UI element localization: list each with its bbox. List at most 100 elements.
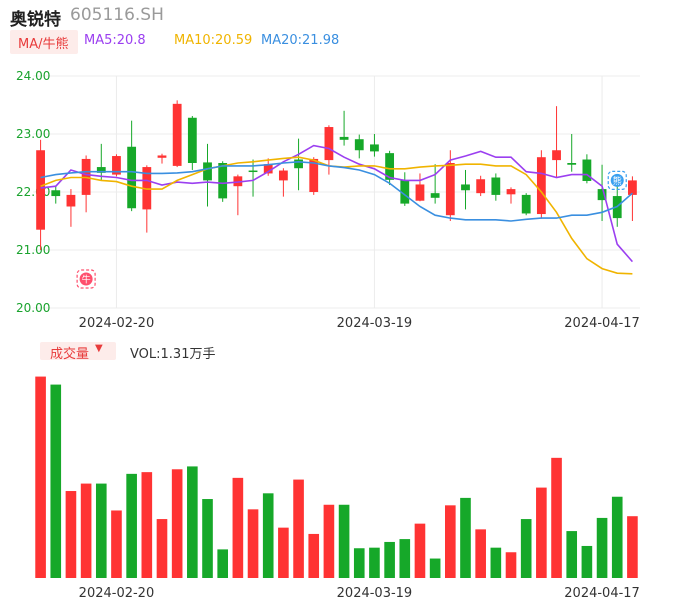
candle-body xyxy=(309,158,319,192)
candle-body xyxy=(36,150,45,230)
volume-bar xyxy=(551,457,562,578)
volume-bar xyxy=(460,497,471,578)
x-tick-label: 2024-03-19 xyxy=(337,586,413,601)
candle-body xyxy=(354,139,364,151)
candle-body xyxy=(506,189,516,195)
y-tick-label: 21.00 xyxy=(16,243,50,257)
volume-bar xyxy=(384,541,395,578)
x-tick-label: 2024-03-19 xyxy=(337,316,413,331)
volume-bar xyxy=(217,549,228,578)
candle-body xyxy=(278,170,288,181)
candle-body xyxy=(96,167,106,173)
volume-bar xyxy=(338,504,350,578)
volume-bar xyxy=(369,547,380,578)
candle-body xyxy=(536,157,546,215)
candle-body xyxy=(567,163,577,165)
candle-body xyxy=(142,167,152,210)
ma20-legend: MA20:21.98 xyxy=(261,33,340,48)
volume-bar xyxy=(141,472,153,578)
marker-frame xyxy=(76,269,96,289)
volume-bar xyxy=(232,477,244,578)
y-tick-label: 23.00 xyxy=(16,127,50,141)
volume-bar xyxy=(293,479,304,578)
candle-body xyxy=(552,150,561,161)
ma5-legend: MA5:20.8 xyxy=(84,33,146,48)
volume-bar xyxy=(414,523,426,578)
volume-bar xyxy=(308,533,320,578)
candle-body xyxy=(370,144,379,152)
volume-bar xyxy=(202,499,213,578)
ma-selector-label[interactable]: MA/牛熊 xyxy=(18,37,69,52)
candle-body xyxy=(339,136,349,140)
volume-bar xyxy=(581,545,593,578)
volume-selector-label[interactable]: 成交量 xyxy=(50,347,90,362)
volume-bar xyxy=(429,558,441,578)
volume-bar xyxy=(35,376,46,578)
candle-body xyxy=(582,159,592,181)
candle-body xyxy=(248,170,258,173)
candle-body xyxy=(430,193,440,198)
stock-code: 605116.SH xyxy=(70,5,164,25)
volume-bar xyxy=(611,496,623,578)
candle-body xyxy=(476,179,486,194)
candle-body xyxy=(521,194,531,214)
x-tick-label: 2024-02-20 xyxy=(79,586,155,601)
volume-bar xyxy=(505,552,517,578)
volume-bar xyxy=(65,491,77,578)
candle-body xyxy=(66,194,76,207)
volume-bar xyxy=(627,516,638,578)
volume-bar xyxy=(399,539,411,578)
volume-bar xyxy=(262,493,274,578)
marker-dot xyxy=(79,272,93,286)
candle-body xyxy=(172,103,182,166)
volume-bar xyxy=(596,517,608,578)
candle-body xyxy=(400,180,410,204)
volume-bar xyxy=(80,483,92,578)
candle-body xyxy=(127,146,137,209)
volume-bar xyxy=(475,529,486,578)
candle-body xyxy=(187,117,197,163)
candle-body xyxy=(491,177,501,195)
candle-body xyxy=(294,159,303,169)
candle-body xyxy=(415,184,425,201)
volume-bar xyxy=(95,483,107,578)
volume-bar xyxy=(278,527,289,578)
volume-bar xyxy=(353,548,365,578)
candle-body xyxy=(112,156,121,175)
candle-body xyxy=(51,190,61,197)
candle-body xyxy=(157,155,167,158)
candle-body xyxy=(203,162,212,181)
volume-bar xyxy=(126,473,137,578)
candle-body xyxy=(628,180,637,195)
candle-body xyxy=(597,189,607,201)
xiong-bear-icon: 熊 xyxy=(607,170,627,190)
volume-value: VOL:1.31万手 xyxy=(130,347,216,362)
volume-bar xyxy=(520,519,532,578)
volume-selector-pill[interactable] xyxy=(40,342,116,360)
marker-dot xyxy=(610,173,624,187)
candle-body xyxy=(218,163,228,199)
volume-bar xyxy=(50,384,62,578)
volume-bar xyxy=(187,466,198,578)
marker-frame xyxy=(607,170,627,190)
x-tick-label: 2024-02-20 xyxy=(79,316,155,331)
candle-body xyxy=(445,163,455,216)
candle-body xyxy=(385,153,395,180)
marker-glyph: 牛 xyxy=(82,274,91,286)
marker-glyph: 熊 xyxy=(613,175,622,187)
ma-selector-pill[interactable] xyxy=(10,30,78,54)
ma20-line xyxy=(40,160,633,222)
volume-bar xyxy=(156,519,168,578)
candle-body xyxy=(461,184,470,191)
niu-bull-icon: 牛 xyxy=(76,269,96,289)
y-tick-label: 20.00 xyxy=(16,301,50,315)
caret-down-icon[interactable]: ▼ xyxy=(95,343,103,354)
volume-bar xyxy=(247,509,259,578)
x-tick-label: 2024-04-17 xyxy=(564,586,640,601)
candle-body xyxy=(233,176,243,187)
candle-body xyxy=(263,164,273,174)
x-tick-label: 2024-04-17 xyxy=(564,316,640,331)
volume-bar xyxy=(171,469,183,578)
volume-bar xyxy=(536,487,547,578)
